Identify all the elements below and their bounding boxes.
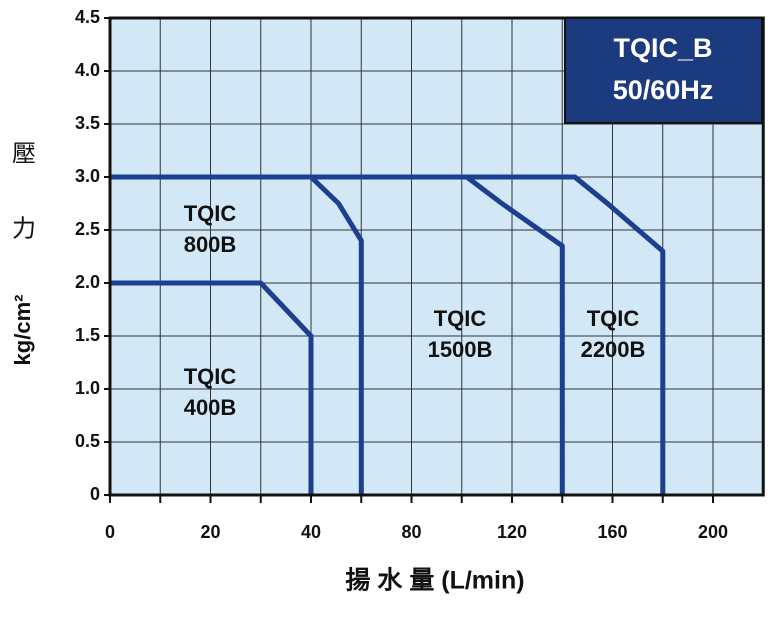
y-tick-label: 1.5 xyxy=(75,325,100,345)
x-tick-label: 200 xyxy=(698,522,728,542)
x-tick-label: 120 xyxy=(497,522,527,542)
y-tick-label: 0.5 xyxy=(75,431,100,451)
x-tick-label: 40 xyxy=(301,522,321,542)
y-label-char: 壓 xyxy=(12,140,36,167)
series-label: TQIC xyxy=(587,306,640,331)
x-tick-label: 160 xyxy=(597,522,627,542)
series-label: 400B xyxy=(184,395,237,420)
series-label: TQIC xyxy=(434,306,487,331)
y-label-char: 力 xyxy=(12,215,36,242)
x-tick-label: 20 xyxy=(200,522,220,542)
series-line xyxy=(110,174,666,495)
y-tick-label: 2.5 xyxy=(75,219,100,239)
series-label: TQIC xyxy=(184,364,237,389)
chart-title: TQIC_B xyxy=(613,33,712,63)
x-tick-label: 80 xyxy=(401,522,421,542)
x-tick-label: 0 xyxy=(105,522,115,542)
y-tick-label: 1.0 xyxy=(75,378,100,398)
y-tick-label: 3.0 xyxy=(75,166,100,186)
x-axis-label: 揚 水 量 (L/min) xyxy=(345,567,524,595)
title-box xyxy=(564,17,763,124)
series-label: TQIC xyxy=(184,201,237,226)
series-line xyxy=(110,280,314,495)
y-tick-label: 4.5 xyxy=(75,7,100,27)
y-tick-label: 3.5 xyxy=(75,113,100,133)
series-label: 1500B xyxy=(428,337,493,362)
plot-frame xyxy=(108,16,765,497)
y-tick-label: 0 xyxy=(90,484,100,504)
y-tick-label: 4.0 xyxy=(75,60,100,80)
series-label: 800B xyxy=(184,232,237,257)
chart-subtitle: 50/60Hz xyxy=(613,75,714,105)
y-axis-label: kg/cm² xyxy=(10,295,35,366)
series-label: 2200B xyxy=(581,337,646,362)
y-tick-label: 2.0 xyxy=(75,272,100,292)
